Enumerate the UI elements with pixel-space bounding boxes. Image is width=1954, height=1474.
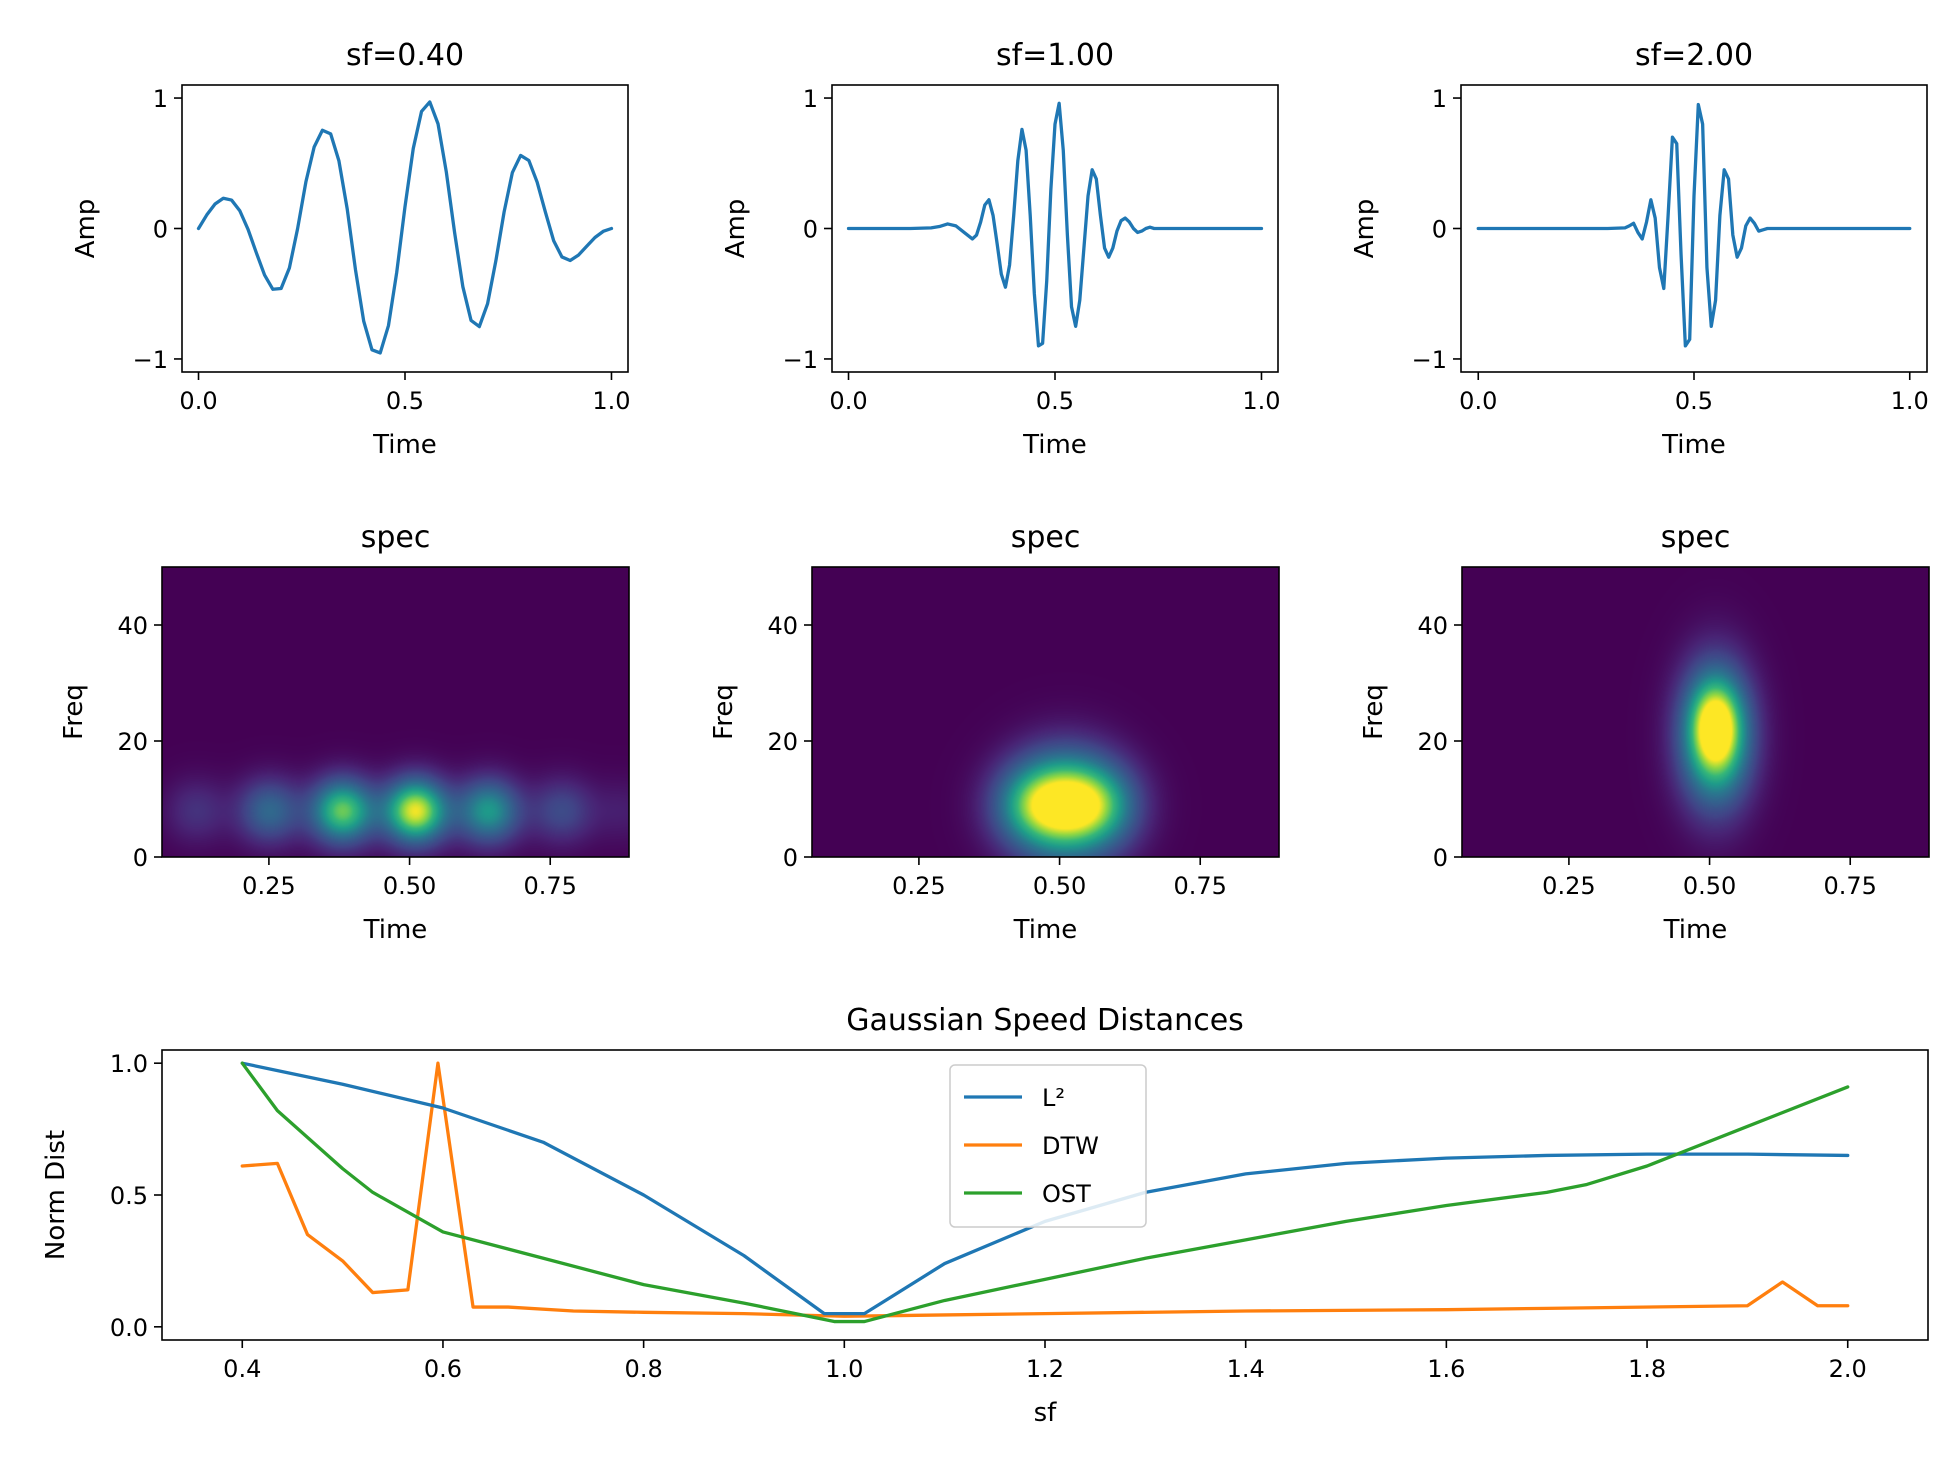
spectrogram-image — [162, 567, 629, 857]
y-axis-label: Amp — [1350, 199, 1380, 259]
y-tick-label: −1 — [133, 346, 168, 374]
y-tick-label: −1 — [1412, 346, 1447, 374]
y-axis-label: Amp — [721, 199, 751, 259]
y-tick-label: −1 — [783, 346, 818, 374]
x-tick-label: 0.5 — [386, 387, 424, 415]
x-tick-label: 0.75 — [524, 872, 577, 900]
y-axis-label: Freq — [709, 684, 739, 740]
x-tick-label: 1.8 — [1628, 1355, 1666, 1383]
x-tick-label: 0.5 — [1675, 387, 1713, 415]
y-tick-label: 0 — [133, 844, 148, 872]
x-axis-label: sf — [1034, 1398, 1058, 1428]
legend-box — [949, 1064, 1147, 1228]
series-line-0 — [1476, 102, 1912, 348]
x-tick-label: 0.75 — [1824, 872, 1877, 900]
x-axis-label: Time — [1022, 430, 1087, 460]
series-line-0 — [846, 101, 1264, 348]
x-tick-label: 1.0 — [1891, 387, 1929, 415]
y-tick-label: 1 — [803, 85, 818, 113]
y-axis-label: Norm Dist — [41, 1130, 71, 1260]
y-axis-label: Amp — [71, 199, 101, 259]
x-tick-label: 0.4 — [223, 1355, 261, 1383]
x-tick-label: 0.75 — [1174, 872, 1227, 900]
axes-frame — [1461, 566, 1930, 858]
series-line-l — [240, 1061, 1850, 1316]
y-tick-label: 1 — [153, 85, 168, 113]
x-tick-label: 0.0 — [1459, 387, 1497, 415]
x-tick-label: 0.0 — [829, 387, 867, 415]
x-axis-label: Time — [1013, 915, 1078, 945]
x-tick-label: 1.0 — [825, 1355, 863, 1383]
x-tick-label: 1.0 — [1242, 387, 1280, 415]
x-axis-label: Time — [372, 430, 437, 460]
y-tick-label: 0 — [1433, 844, 1448, 872]
panel-title: spec — [361, 520, 431, 555]
legend: L² DTW OST — [949, 1064, 1147, 1228]
y-tick-label: 1.0 — [110, 1050, 148, 1078]
x-tick-label: 1.0 — [592, 387, 630, 415]
series-line-0 — [196, 100, 614, 355]
y-tick-label: 40 — [117, 612, 148, 640]
y-tick-label: 0 — [153, 216, 168, 244]
panel-title: spec — [1011, 520, 1081, 555]
panel-distances: 0.4 0.6 0.8 1.0 1.2 1.4 1.6 1.8 2.0 0.0 0.5 1.0 Gaus… — [41, 1003, 1929, 1428]
panel-title: spec — [1661, 520, 1731, 555]
spectrogram-image — [812, 567, 1279, 857]
panel-title: sf=0.40 — [346, 38, 464, 73]
x-tick-label: 0.25 — [242, 872, 295, 900]
series-line-ost — [240, 1061, 1850, 1324]
y-tick-label: 20 — [1417, 728, 1448, 756]
y-tick-label: 20 — [767, 728, 798, 756]
x-tick-label: 1.2 — [1026, 1355, 1064, 1383]
axes-frame — [811, 566, 1280, 858]
spectrogram-image — [1462, 567, 1929, 857]
x-tick-label: 1.6 — [1427, 1355, 1465, 1383]
x-tick-label: 0.50 — [383, 872, 436, 900]
x-tick-label: 1.4 — [1227, 1355, 1265, 1383]
x-tick-label: 0.50 — [1033, 872, 1086, 900]
y-tick-label: 0.0 — [110, 1314, 148, 1342]
panel-title: sf=2.00 — [1635, 38, 1753, 73]
panel-title: sf=1.00 — [996, 38, 1114, 73]
series-line-dtw — [240, 1061, 1850, 1318]
y-tick-label: 40 — [1417, 612, 1448, 640]
panel-spec-sf-2.00: 0.25 0.50 0.75 0 20 40 spec Time Freq — [1359, 520, 1930, 945]
panel-spec-sf-1.00: 0.25 0.50 0.75 0 20 40 spec Time Freq — [709, 520, 1280, 945]
x-tick-label: 0.0 — [179, 387, 217, 415]
y-tick-label: 0 — [783, 844, 798, 872]
x-tick-label: 0.50 — [1683, 872, 1736, 900]
panel-wave-sf-0.40: 0.0 0.5 1.0 −1 0 1 sf=0.40 Time Amp — [71, 38, 631, 460]
x-tick-label: 0.6 — [424, 1355, 462, 1383]
y-tick-label: 0 — [803, 216, 818, 244]
panel-title: Gaussian Speed Distances — [846, 1003, 1244, 1038]
y-tick-label: 20 — [117, 728, 148, 756]
panel-spec-sf-0.40: 0.25 0.50 0.75 0 20 40 spec Time Freq — [59, 520, 630, 945]
y-tick-label: 40 — [767, 612, 798, 640]
y-tick-label: 0 — [1432, 216, 1447, 244]
y-axis-label: Freq — [59, 684, 89, 740]
legend-entry: DTW — [1042, 1132, 1099, 1160]
axes-frame — [161, 566, 630, 858]
x-tick-label: 0.25 — [1542, 872, 1595, 900]
x-tick-label: 0.25 — [892, 872, 945, 900]
x-axis-label: Time — [1663, 915, 1728, 945]
x-tick-label: 0.8 — [625, 1355, 663, 1383]
legend-entry: L² — [1042, 1084, 1065, 1112]
x-tick-label: 2.0 — [1829, 1355, 1867, 1383]
legend-entry: OST — [1042, 1180, 1091, 1208]
x-axis-label: Time — [1661, 430, 1726, 460]
x-axis-label: Time — [363, 915, 428, 945]
y-tick-label: 0.5 — [110, 1182, 148, 1210]
panel-wave-sf-2.00: 0.0 0.5 1.0 −1 0 1 sf=2.00 Time Amp — [1350, 38, 1929, 460]
x-tick-label: 0.5 — [1036, 387, 1074, 415]
y-axis-label: Freq — [1359, 684, 1389, 740]
panel-wave-sf-1.00: 0.0 0.5 1.0 −1 0 1 sf=1.00 Time Amp — [721, 38, 1281, 460]
y-tick-label: 1 — [1432, 85, 1447, 113]
